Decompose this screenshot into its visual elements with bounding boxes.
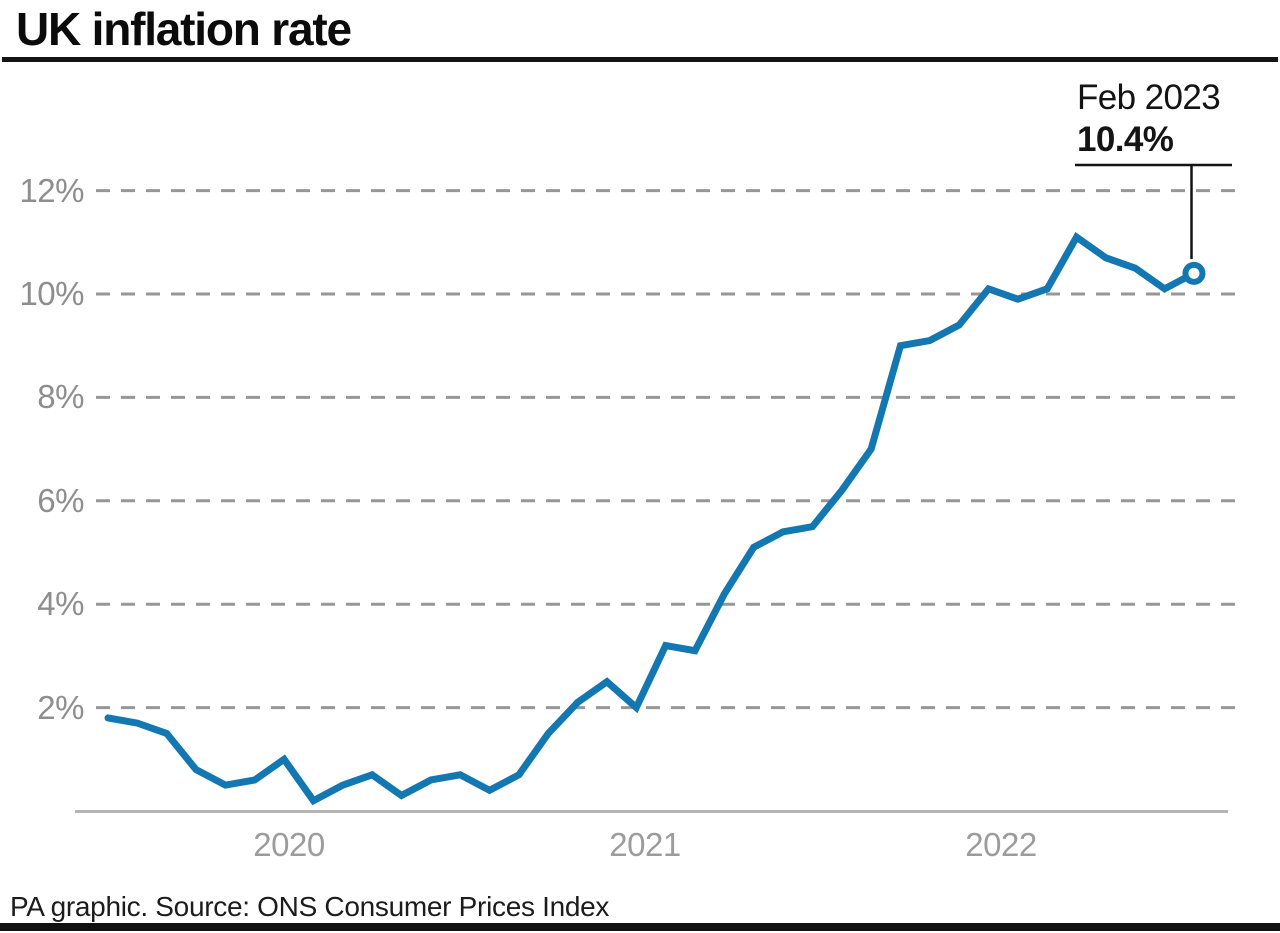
annotation-date: Feb 2023 [1077, 78, 1221, 117]
annotation-value: 10.4% [1077, 120, 1174, 159]
inflation-line [104, 232, 1198, 806]
y-axis-label: 8% [37, 378, 84, 416]
x-axis-label: 2020 [253, 826, 325, 863]
title-rule [2, 57, 1278, 62]
y-axis-label: 12% [19, 171, 84, 209]
x-axis-label: 2022 [965, 826, 1037, 863]
y-axis-label: 2% [37, 688, 84, 726]
last-point-annotation: Feb 2023 10.4% [1077, 76, 1221, 160]
last-point-marker [1182, 261, 1206, 285]
y-axis-label: 4% [37, 585, 84, 623]
x-axis-label: 2021 [609, 826, 681, 863]
y-axis-label: 10% [19, 275, 84, 312]
bottom-bar [0, 923, 1280, 931]
source-credit: PA graphic. Source: ONS Consumer Prices … [10, 891, 610, 922]
page-title: UK inflation rate [16, 3, 352, 55]
y-axis-label: 6% [37, 481, 84, 519]
